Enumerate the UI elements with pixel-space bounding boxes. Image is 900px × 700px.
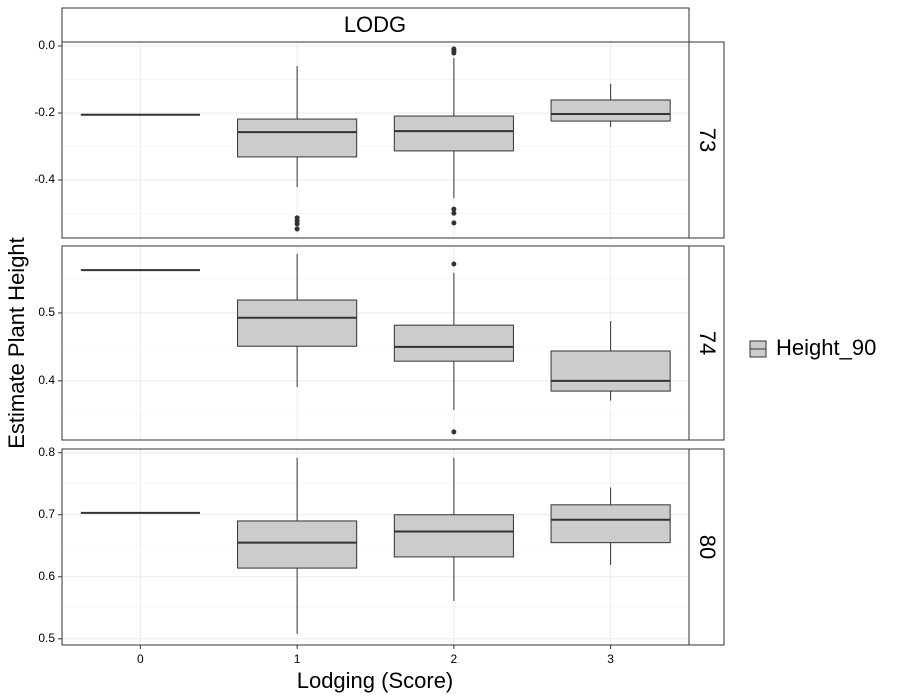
- box: [393, 514, 514, 558]
- panel-background: [62, 246, 689, 440]
- y-tick-label: 0.5: [38, 305, 55, 319]
- box: [237, 118, 358, 158]
- outlier: [451, 261, 457, 267]
- y-tick-label: -0.2: [34, 105, 55, 119]
- panel-background: [62, 42, 689, 238]
- outlier: [451, 220, 457, 226]
- y-tick-label: 0.5: [38, 631, 55, 645]
- box: [550, 99, 671, 122]
- y-tick-label: 0.6: [38, 569, 55, 583]
- box: [550, 350, 671, 392]
- box: [393, 324, 514, 362]
- strip-right: [688, 448, 725, 646]
- facet-label: 74: [695, 331, 720, 355]
- box: [237, 520, 358, 569]
- outlier: [294, 221, 300, 227]
- chart-title: LODG: [344, 12, 406, 37]
- box: [550, 504, 671, 544]
- y-tick-label: 0.7: [38, 507, 55, 521]
- y-tick-label: -0.4: [34, 172, 55, 186]
- panel-background: [62, 449, 689, 645]
- outlier: [451, 210, 457, 216]
- box: [237, 299, 358, 347]
- x-axis-label: Lodging (Score): [297, 668, 454, 693]
- outlier: [451, 429, 457, 435]
- legend-label: Height_90: [776, 335, 876, 360]
- facet-label: 80: [695, 535, 720, 559]
- y-tick-label: 0.8: [38, 445, 55, 459]
- strip-right: [688, 41, 725, 239]
- x-tick-label: 2: [451, 652, 458, 666]
- strip-top: [61, 7, 690, 43]
- strip-right: [688, 245, 725, 441]
- box: [393, 115, 514, 152]
- outlier: [451, 206, 457, 212]
- outlier: [294, 226, 300, 232]
- x-tick-label: 1: [294, 652, 301, 666]
- y-tick-label: 0.0: [38, 38, 55, 52]
- facet-label: 73: [695, 128, 720, 152]
- y-axis-label: Estimate Plant Height: [4, 237, 29, 449]
- y-tick-label: 0.4: [38, 373, 55, 387]
- x-tick-label: 0: [137, 652, 144, 666]
- outlier: [451, 50, 457, 56]
- x-tick-label: 3: [607, 652, 614, 666]
